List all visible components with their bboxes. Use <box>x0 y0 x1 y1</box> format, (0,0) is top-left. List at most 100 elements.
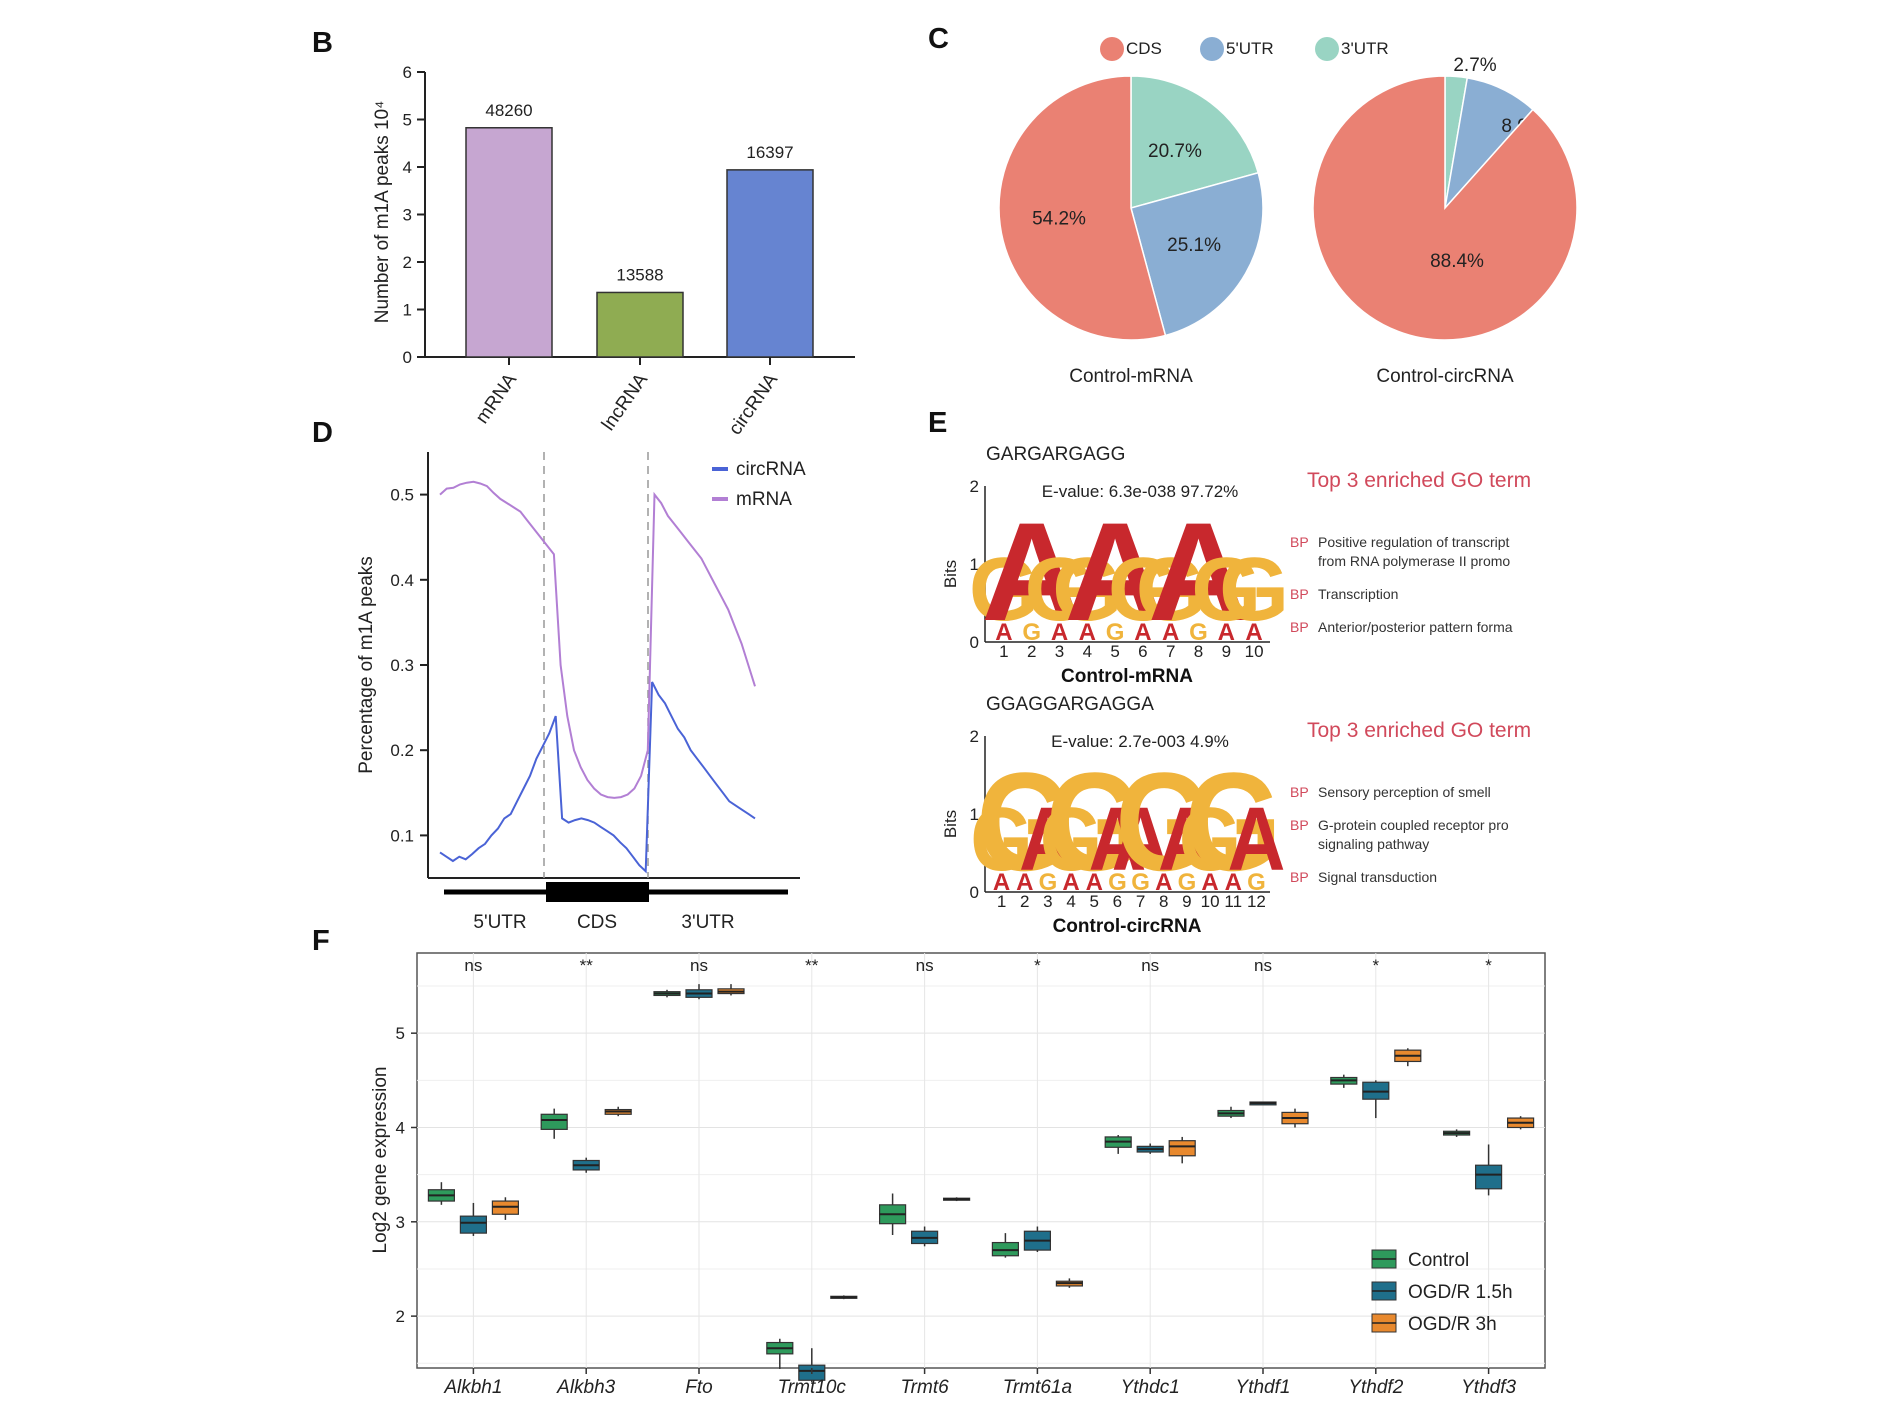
panel-c: C CDS 5'UTR 3'UTR 20.7% 25.1% 54.2% Control-m… <box>928 23 1578 387</box>
e-logo-letter: A <box>1019 790 1077 890</box>
e-logo-letter: G <box>1052 540 1122 640</box>
e-logo-letter: G <box>1046 744 1143 900</box>
f-y-tick-label: 2 <box>396 1307 405 1326</box>
e-logo-letter: G <box>1115 744 1212 900</box>
e-logo-letter-small: G <box>1178 869 1197 896</box>
b-y-tick-label: 4 <box>403 158 412 177</box>
panel-b: B 0 1 2 3 4 5 6 Number of m1A peaks 10⁴ 48260 m… <box>312 27 855 439</box>
d-y-tick-label: 0.5 <box>390 486 414 505</box>
f-y-tick-label: 5 <box>396 1024 405 1043</box>
e-stats: E-value: 2.7e-003 4.9% <box>1051 732 1229 751</box>
e-go-bp-tag: BP <box>1290 869 1309 885</box>
e-logo-letter: G <box>1185 744 1282 900</box>
e-go-bp-tag: BP <box>1290 586 1309 602</box>
c-pie-slice-label: 2.7% <box>1453 55 1496 76</box>
e-logo-letter: A <box>1158 790 1216 890</box>
f-gene-label: Ythdf3 <box>1461 1377 1516 1398</box>
f-box <box>1168 1140 1196 1157</box>
c-pies: 20.7%25.1%54.2%Control-mRNA2.7%8.9%88.4%… <box>998 55 1578 387</box>
e-position-label: 2 <box>1027 642 1036 661</box>
f-gene-label: Trmt10c <box>778 1377 847 1398</box>
f-significance-label: * <box>1485 956 1492 975</box>
c-legend-label: 3'UTR <box>1341 39 1389 58</box>
e-logo-letter: G <box>1179 790 1241 890</box>
e-logo-letter-small: G <box>1108 869 1127 896</box>
e-position-label: 3 <box>1043 892 1052 911</box>
c-pie-slice <box>998 75 1167 341</box>
e-position-label: 10 <box>1201 892 1220 911</box>
f-gene-label: Ythdf2 <box>1348 1377 1403 1398</box>
b-y-tick-label: 6 <box>403 63 412 82</box>
e-position-label: 12 <box>1247 892 1266 911</box>
d-y-tick-label: 0.4 <box>390 571 414 590</box>
panel-f: F ns ** ns ** ns * ns ns * * Alkbh1 Alkbh3 Fto Trmt1… <box>312 925 1546 1398</box>
e-logo-letter-small: G <box>1022 619 1041 646</box>
c-pie-slice-label: 88.4% <box>1430 251 1484 272</box>
b-x-tick-label: circRNA <box>725 370 782 439</box>
e-y-tick-label: 0 <box>970 633 979 652</box>
e-logo-letter-small: A <box>1162 619 1179 646</box>
e-position-label: 3 <box>1055 642 1064 661</box>
c-pie-name: Control-circRNA <box>1376 366 1514 387</box>
b-bar-value-label: 13588 <box>616 265 663 284</box>
f-boxes <box>427 984 1535 1383</box>
c-pie-slice <box>1130 171 1264 337</box>
c-pie-name: Control-mRNA <box>1069 366 1193 387</box>
f-significance-label: * <box>1034 956 1041 975</box>
d-legend: circRNA mRNA <box>712 459 806 510</box>
e-logo-letter-small: G <box>1131 869 1150 896</box>
e-logo-letter-small: G <box>1189 619 1208 646</box>
c-pie-2: 2.7%8.9%88.4%Control-circRNA <box>1312 55 1578 387</box>
e-logo-letter-small: A <box>1086 869 1103 896</box>
e-logo-letter-small: A <box>995 619 1012 646</box>
e-motif-name: Control-mRNA <box>1061 666 1193 687</box>
e-logo-letter-small: A <box>1218 619 1235 646</box>
b-y-tick-label: 5 <box>403 111 412 130</box>
e-go-bp-tag: BP <box>1290 534 1309 550</box>
f-significance-label: ns <box>1254 956 1272 975</box>
panel-letter-d: D <box>312 417 333 449</box>
c-pie-slice-label: 54.2% <box>1032 209 1086 230</box>
f-y-axis-title: Log2 gene expression <box>370 1067 391 1254</box>
e-y-axis-title: Bits <box>941 560 960 588</box>
panel-d: D 0.1 0.2 0.3 0.4 0.5 Percentage of m1A peak… <box>312 417 806 933</box>
e-go-bp-tag: BP <box>1290 619 1309 635</box>
e-logo-letter-small: A <box>1155 869 1172 896</box>
c-pie-1: 20.7% 25.1% 54.2% Control-mRNA <box>998 75 1264 387</box>
c-legend-swatch <box>1315 37 1339 61</box>
e-logo-letter-small: A <box>1016 869 1033 896</box>
f-box <box>1474 1164 1503 1190</box>
e-logo-letter-small: A <box>1079 619 1096 646</box>
panel-letter-c: C <box>928 23 949 55</box>
e-position-label: 8 <box>1159 892 1168 911</box>
f-legend-label: OGD/R 1.5h <box>1408 1282 1513 1303</box>
e-logo-letter-small: A <box>1134 619 1151 646</box>
e-y-tick-label: 2 <box>970 727 979 746</box>
d-label-cds: CDS <box>577 912 617 933</box>
e-logo-letter: A <box>1148 493 1249 650</box>
d-cds-block <box>546 882 649 902</box>
panel-letter-e: E <box>928 407 947 439</box>
e-logo-letter-small: G <box>1106 619 1125 646</box>
e-logo-letter: A <box>1227 790 1285 890</box>
e-position-label: 1 <box>997 892 1006 911</box>
e-go-bp-tag: BP <box>1290 784 1309 800</box>
f-significance-label: ns <box>1141 956 1159 975</box>
e-motif-name: Control-circRNA <box>1053 916 1202 937</box>
e-go-term-cont: signaling pathway <box>1318 836 1429 852</box>
e-logo-letter-small: G <box>1039 869 1058 896</box>
f-legend-label: OGD/R 3h <box>1408 1314 1497 1335</box>
b-y-tick-label: 3 <box>403 206 412 225</box>
panel-letter-f: F <box>312 925 330 957</box>
e-position-label: 4 <box>1066 892 1075 911</box>
b-y-axis-title: Number of m1A peaks 10⁴ <box>372 101 393 324</box>
f-plot-frame <box>416 952 1546 1369</box>
e-logo-letter: A <box>981 493 1082 650</box>
e-go-term: Positive regulation of transcript <box>1318 534 1510 550</box>
e-logo-letter: G <box>976 744 1073 900</box>
f-significance-label: ns <box>916 956 934 975</box>
f-gene-label: Ythdc1 <box>1121 1377 1180 1398</box>
